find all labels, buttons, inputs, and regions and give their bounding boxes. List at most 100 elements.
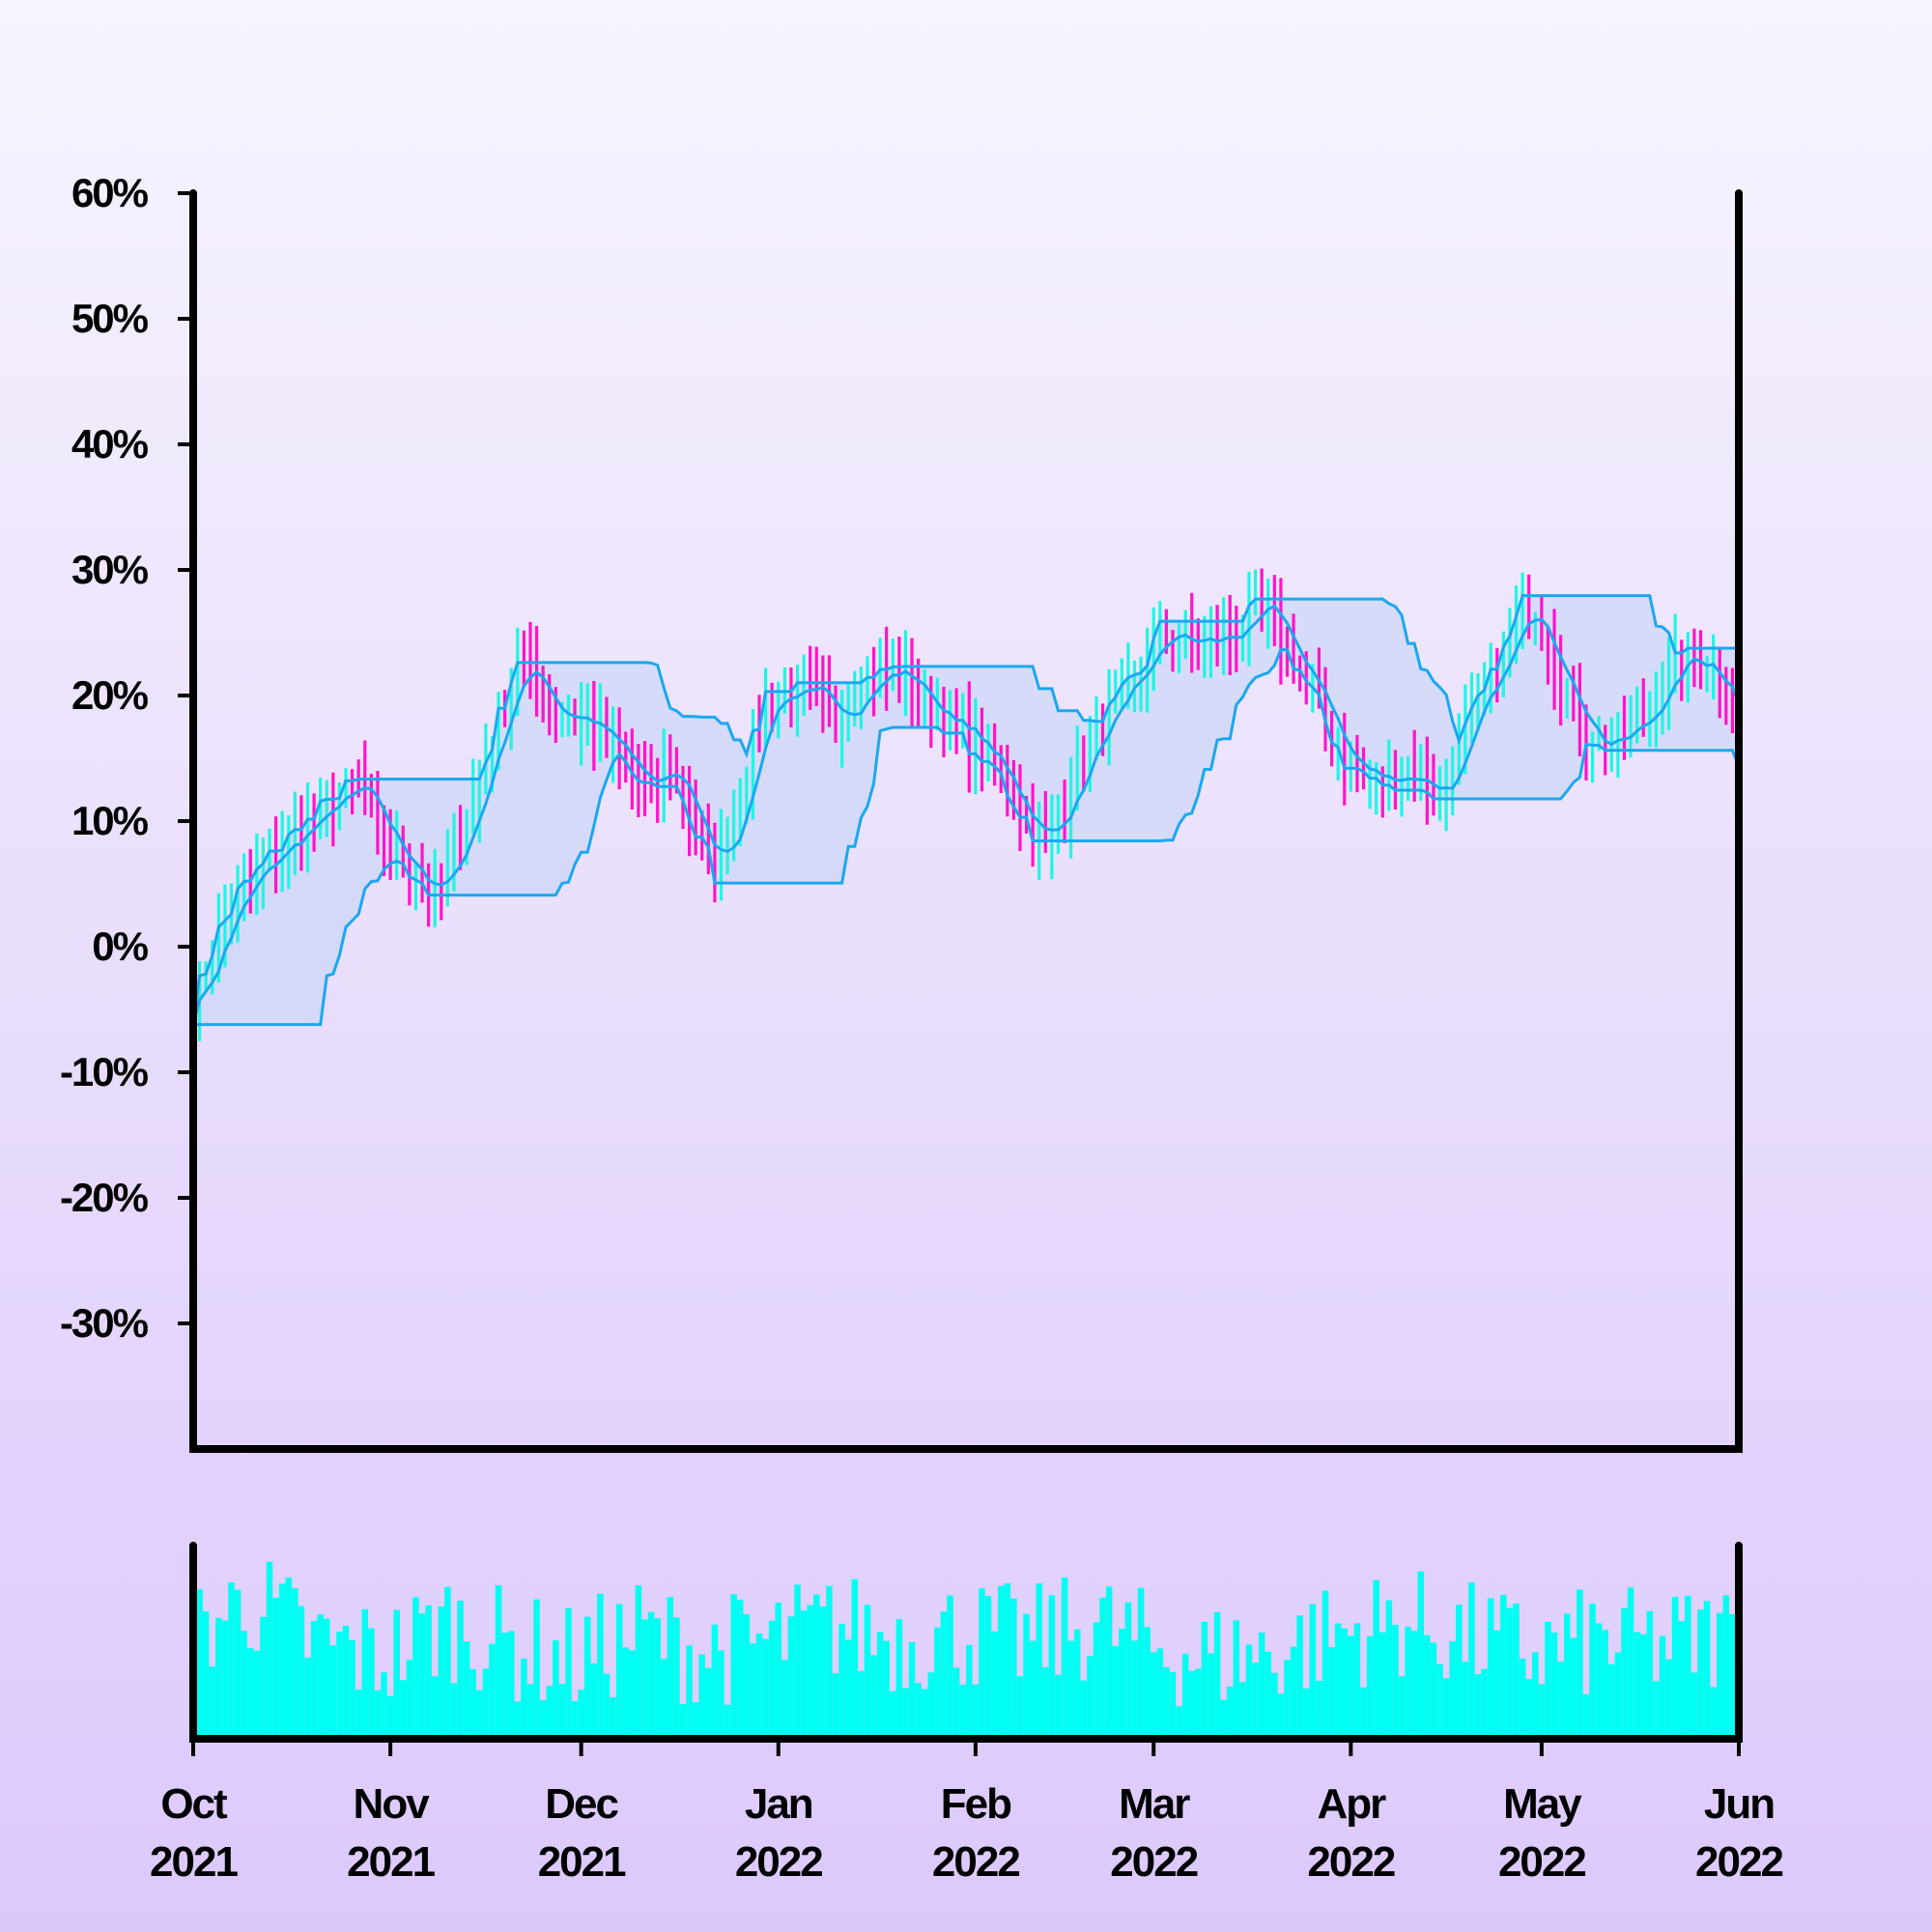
y-tick-label: 40% bbox=[71, 421, 149, 467]
volume-bar bbox=[1284, 1660, 1291, 1739]
volume-bar bbox=[1099, 1597, 1106, 1739]
volume-bar bbox=[819, 1606, 827, 1739]
volume-bar bbox=[553, 1640, 559, 1739]
volume-bar bbox=[686, 1645, 693, 1739]
y-tick-label: -20% bbox=[60, 1175, 149, 1220]
volume-bar bbox=[1023, 1613, 1030, 1739]
volume-bar bbox=[514, 1701, 522, 1739]
volume-bar bbox=[947, 1595, 953, 1739]
volume-bar bbox=[1614, 1652, 1622, 1739]
volume-bar bbox=[1538, 1684, 1546, 1739]
volume-bar bbox=[1124, 1602, 1132, 1739]
volume-bar bbox=[412, 1597, 419, 1739]
volume-bar bbox=[1449, 1641, 1456, 1739]
x-tick-month-label: Jan bbox=[745, 1780, 812, 1828]
volume-bar bbox=[1016, 1676, 1024, 1739]
x-tick-month-label: Jun bbox=[1704, 1780, 1774, 1828]
volume-bar bbox=[1181, 1653, 1189, 1739]
volume-bar bbox=[952, 1667, 960, 1739]
volume-bar bbox=[635, 1585, 642, 1739]
volume-bar bbox=[1220, 1699, 1227, 1739]
volume-bar bbox=[1328, 1647, 1335, 1739]
volume-bar bbox=[762, 1638, 769, 1739]
volume-bar bbox=[292, 1588, 298, 1739]
volume-bar bbox=[298, 1605, 305, 1739]
volume-bar bbox=[1213, 1611, 1221, 1739]
volume-bar bbox=[400, 1680, 407, 1739]
volume-bar bbox=[1245, 1644, 1253, 1739]
volume-bar bbox=[597, 1593, 604, 1739]
volume-bar bbox=[558, 1684, 566, 1739]
volume-bar bbox=[1685, 1595, 1691, 1739]
volume-bar bbox=[832, 1673, 839, 1739]
volume-bar bbox=[787, 1616, 795, 1739]
volume-bar bbox=[629, 1650, 636, 1739]
volume-bar bbox=[202, 1611, 210, 1739]
band-fill bbox=[193, 595, 1739, 1025]
volume-bar bbox=[565, 1607, 572, 1739]
y-tick-label: 0% bbox=[92, 923, 148, 969]
volume-bar bbox=[368, 1628, 375, 1739]
x-tick-month-label: Apr bbox=[1317, 1780, 1386, 1828]
volume-bar bbox=[221, 1620, 229, 1739]
volume-bar bbox=[386, 1695, 394, 1739]
volume-bar bbox=[1563, 1613, 1571, 1739]
volume-bar bbox=[1378, 1632, 1386, 1739]
volume-bar bbox=[495, 1584, 502, 1739]
volume-bar bbox=[1290, 1646, 1297, 1739]
volume-bar bbox=[1722, 1595, 1730, 1739]
volume-bar bbox=[1010, 1598, 1017, 1739]
x-tick-month-label: Dec bbox=[545, 1780, 618, 1828]
volume-bar bbox=[826, 1585, 833, 1739]
volume-bar bbox=[610, 1697, 616, 1739]
moving-average-line bbox=[191, 604, 1741, 1025]
band-upper-line bbox=[191, 594, 1739, 1025]
volume-bar bbox=[1258, 1632, 1265, 1739]
volume-bar bbox=[1570, 1637, 1577, 1739]
volume-bar bbox=[1557, 1662, 1564, 1739]
volume-bar bbox=[800, 1610, 808, 1739]
volume-bar bbox=[1729, 1614, 1736, 1739]
volume-bar bbox=[1105, 1586, 1113, 1739]
volume-bar bbox=[1634, 1632, 1640, 1739]
volume-bar bbox=[660, 1659, 668, 1739]
volume-bar bbox=[253, 1650, 261, 1739]
volume-bar bbox=[1398, 1676, 1406, 1739]
volume-bar bbox=[317, 1614, 324, 1739]
volume-bar bbox=[1665, 1659, 1672, 1739]
volume-bar bbox=[1073, 1629, 1081, 1739]
volume-bar bbox=[361, 1608, 369, 1739]
y-tick-label: 50% bbox=[71, 296, 149, 341]
x-tick-year-label: 2022 bbox=[1110, 1838, 1197, 1886]
volume-bar bbox=[1156, 1648, 1164, 1739]
volume-bar bbox=[444, 1586, 451, 1739]
volume-bar bbox=[730, 1594, 737, 1739]
volume-bar bbox=[1487, 1598, 1494, 1739]
volume-bar bbox=[1277, 1693, 1285, 1739]
volume-bar bbox=[1595, 1623, 1603, 1739]
y-tick-label: 20% bbox=[71, 672, 149, 718]
volume-bar bbox=[1004, 1582, 1011, 1739]
volume-bar bbox=[1410, 1631, 1418, 1739]
volume-bar bbox=[915, 1683, 922, 1739]
volume-bar bbox=[1093, 1622, 1100, 1739]
volume-bar bbox=[750, 1643, 756, 1739]
volume-bar bbox=[781, 1660, 788, 1739]
volume-bar bbox=[1506, 1607, 1514, 1739]
volume-bar bbox=[1582, 1693, 1590, 1739]
volume-bar bbox=[1462, 1662, 1469, 1739]
volume-bar bbox=[1036, 1583, 1042, 1739]
volume-bar bbox=[679, 1703, 687, 1739]
x-tick-year-label: 2022 bbox=[1695, 1838, 1782, 1886]
volume-bar bbox=[381, 1672, 387, 1739]
volume-bar bbox=[1716, 1612, 1723, 1739]
volume-bar bbox=[1532, 1652, 1539, 1739]
volume-bar bbox=[469, 1668, 476, 1739]
volume-bar bbox=[1048, 1595, 1056, 1739]
volume-bar bbox=[1500, 1595, 1507, 1739]
volume-bar bbox=[590, 1662, 598, 1739]
volume-bar bbox=[1474, 1674, 1482, 1739]
volume-bar bbox=[1659, 1635, 1666, 1739]
x-tick-year-label: 2022 bbox=[1307, 1838, 1394, 1886]
volume-bar bbox=[241, 1631, 247, 1739]
